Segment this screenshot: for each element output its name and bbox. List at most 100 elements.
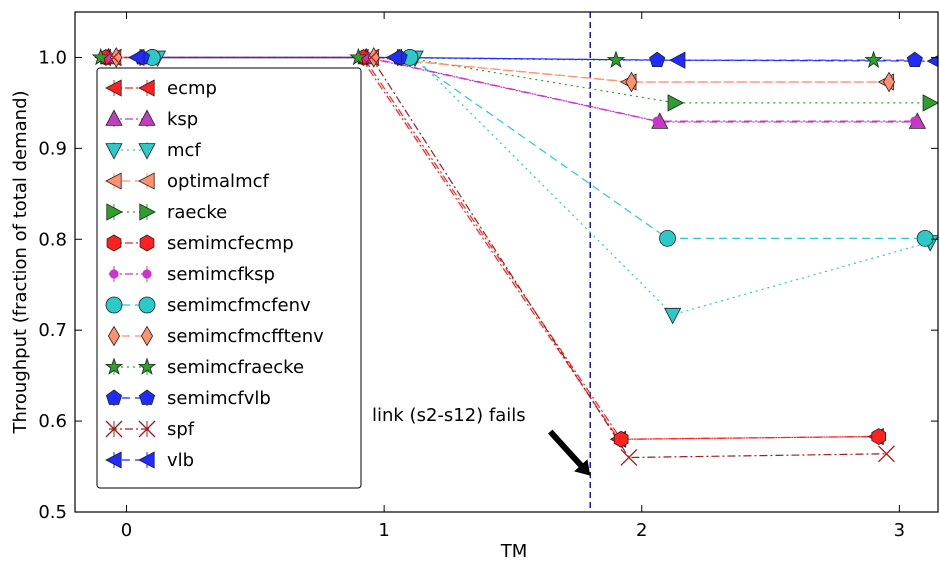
legend-marker xyxy=(139,234,155,252)
legend-marker xyxy=(105,172,122,190)
legend-marker xyxy=(105,389,123,405)
series-line-mcf xyxy=(157,56,931,316)
legend-entry-ecmp: ecmp xyxy=(105,78,217,99)
point-semimcfraecke xyxy=(606,50,626,68)
legend-label: semimcfecmp xyxy=(167,233,294,254)
legend-marker xyxy=(138,389,156,405)
point-semimcfmcfenv xyxy=(916,229,934,247)
point-spf xyxy=(878,445,895,463)
y-tick-label: 0.5 xyxy=(38,502,67,523)
annotation-text: link (s2-s12) fails xyxy=(372,405,526,426)
point-spf xyxy=(105,48,123,66)
legend-label: vlb xyxy=(167,450,194,471)
legend-marker xyxy=(140,325,154,347)
point-vlb xyxy=(385,48,403,67)
point-semimcfecmp xyxy=(871,428,887,446)
point-semimcfksp xyxy=(652,116,662,126)
point-semimcfraecke xyxy=(91,47,110,66)
point-raecke xyxy=(667,94,685,112)
legend-label: semimcfksp xyxy=(167,264,275,285)
plot-inner xyxy=(91,12,938,512)
point-semimcfmcfftenv xyxy=(367,47,380,68)
annotation-arrow-head xyxy=(574,459,591,476)
legend-marker xyxy=(105,143,123,160)
x-tick-label: 2 xyxy=(636,520,647,541)
legend-marker xyxy=(142,269,152,279)
legend-marker xyxy=(106,203,123,221)
legend-marker xyxy=(105,296,123,314)
legend-marker xyxy=(138,79,155,97)
point-vlb xyxy=(127,48,145,67)
legend-entry-vlb: vlb xyxy=(105,450,194,471)
point-semimcfmcfftenv xyxy=(882,71,896,93)
annotation-arrow xyxy=(548,429,587,472)
y-tick-label: 1.0 xyxy=(38,47,67,68)
point-spf xyxy=(620,448,638,466)
legend-marker xyxy=(106,234,122,252)
legend-label: semimcfvlb xyxy=(167,388,271,409)
legend-entry-semimcfecmp: semimcfecmp xyxy=(106,233,294,254)
legend-marker xyxy=(137,357,157,375)
legend-entry-semimcfraecke: semimcfraecke xyxy=(104,357,304,378)
x-tick-label: 0 xyxy=(121,520,132,541)
point-vlb xyxy=(668,51,686,69)
legend-entry-spf: spf xyxy=(105,419,195,440)
point-semimcfraecke xyxy=(864,50,883,68)
axes: 0.5 0.6 0.7 0.8 0.9 1.0 0 1 2 3 xyxy=(38,11,939,541)
legend-label: raecke xyxy=(167,202,227,223)
legend-entry-semimcfmcfftenv: semimcfmcfftenv xyxy=(107,325,324,347)
y-tick-label: 0.9 xyxy=(38,138,67,159)
series-line-semimcfvlb xyxy=(142,56,915,61)
legend-marker xyxy=(107,325,121,347)
legend-marker xyxy=(104,357,124,375)
legend-marker xyxy=(138,451,155,469)
legend-box xyxy=(96,67,362,489)
point-semimcfmcfenv xyxy=(659,229,676,247)
legend-marker xyxy=(139,203,156,221)
legend-label: ksp xyxy=(167,109,198,130)
point-raecke xyxy=(922,94,938,112)
legend-label: semimcfraecke xyxy=(167,357,304,378)
legend-marker xyxy=(105,451,122,469)
legend-entry-semimcfmcfenv: semimcfmcfenv xyxy=(105,295,311,316)
legend-marker xyxy=(138,172,155,190)
legend-label: spf xyxy=(167,419,195,440)
legend-marker xyxy=(138,143,156,160)
x-tick-label: 1 xyxy=(378,520,389,541)
legend-marker xyxy=(105,420,123,438)
legend-marker xyxy=(109,269,119,279)
x-axis-label: TM xyxy=(500,541,528,561)
point-semimcfmcfftenv xyxy=(625,71,638,93)
plot-area xyxy=(91,12,938,512)
x-tick-label: 3 xyxy=(894,520,905,541)
legend-entry-optimalmcf: optimalmcf xyxy=(105,171,269,192)
legend-label: semimcfmcfenv xyxy=(167,295,311,316)
legend-marker xyxy=(138,296,156,314)
legend-entry-semimcfksp: semimcfksp xyxy=(109,264,275,285)
legend-marker xyxy=(105,109,123,126)
legend-label: mcf xyxy=(167,140,201,161)
point-semimcfvlb xyxy=(906,51,923,68)
legend-entry-raecke: raecke xyxy=(106,202,227,223)
point-mcf xyxy=(663,307,682,325)
legend-entry-mcf: mcf xyxy=(105,140,201,161)
point-spf xyxy=(362,48,380,66)
point-semimcfmcfftenv xyxy=(110,47,123,68)
point-semimcfksp xyxy=(910,116,920,126)
legend-label: ecmp xyxy=(167,78,217,99)
point-semimcfecmp xyxy=(613,430,629,448)
legend-marker xyxy=(105,79,122,97)
legend-marker xyxy=(138,109,156,126)
plot-frame xyxy=(74,11,939,513)
legend-marker xyxy=(138,420,156,438)
series-line-vlb xyxy=(136,56,936,62)
legend-entry-ksp: ksp xyxy=(105,109,198,130)
y-tick-label: 0.7 xyxy=(38,320,67,341)
legend-entry-semimcfvlb: semimcfvlb xyxy=(105,388,271,409)
y-tick-label: 0.6 xyxy=(38,411,67,432)
point-semimcfraecke xyxy=(349,47,368,66)
y-tick-label: 0.8 xyxy=(38,229,67,250)
point-semimcfvlb xyxy=(649,51,666,68)
legend: ecmp ksp mcf optimalmcf raecke semimcfecmp sem… xyxy=(96,67,362,489)
